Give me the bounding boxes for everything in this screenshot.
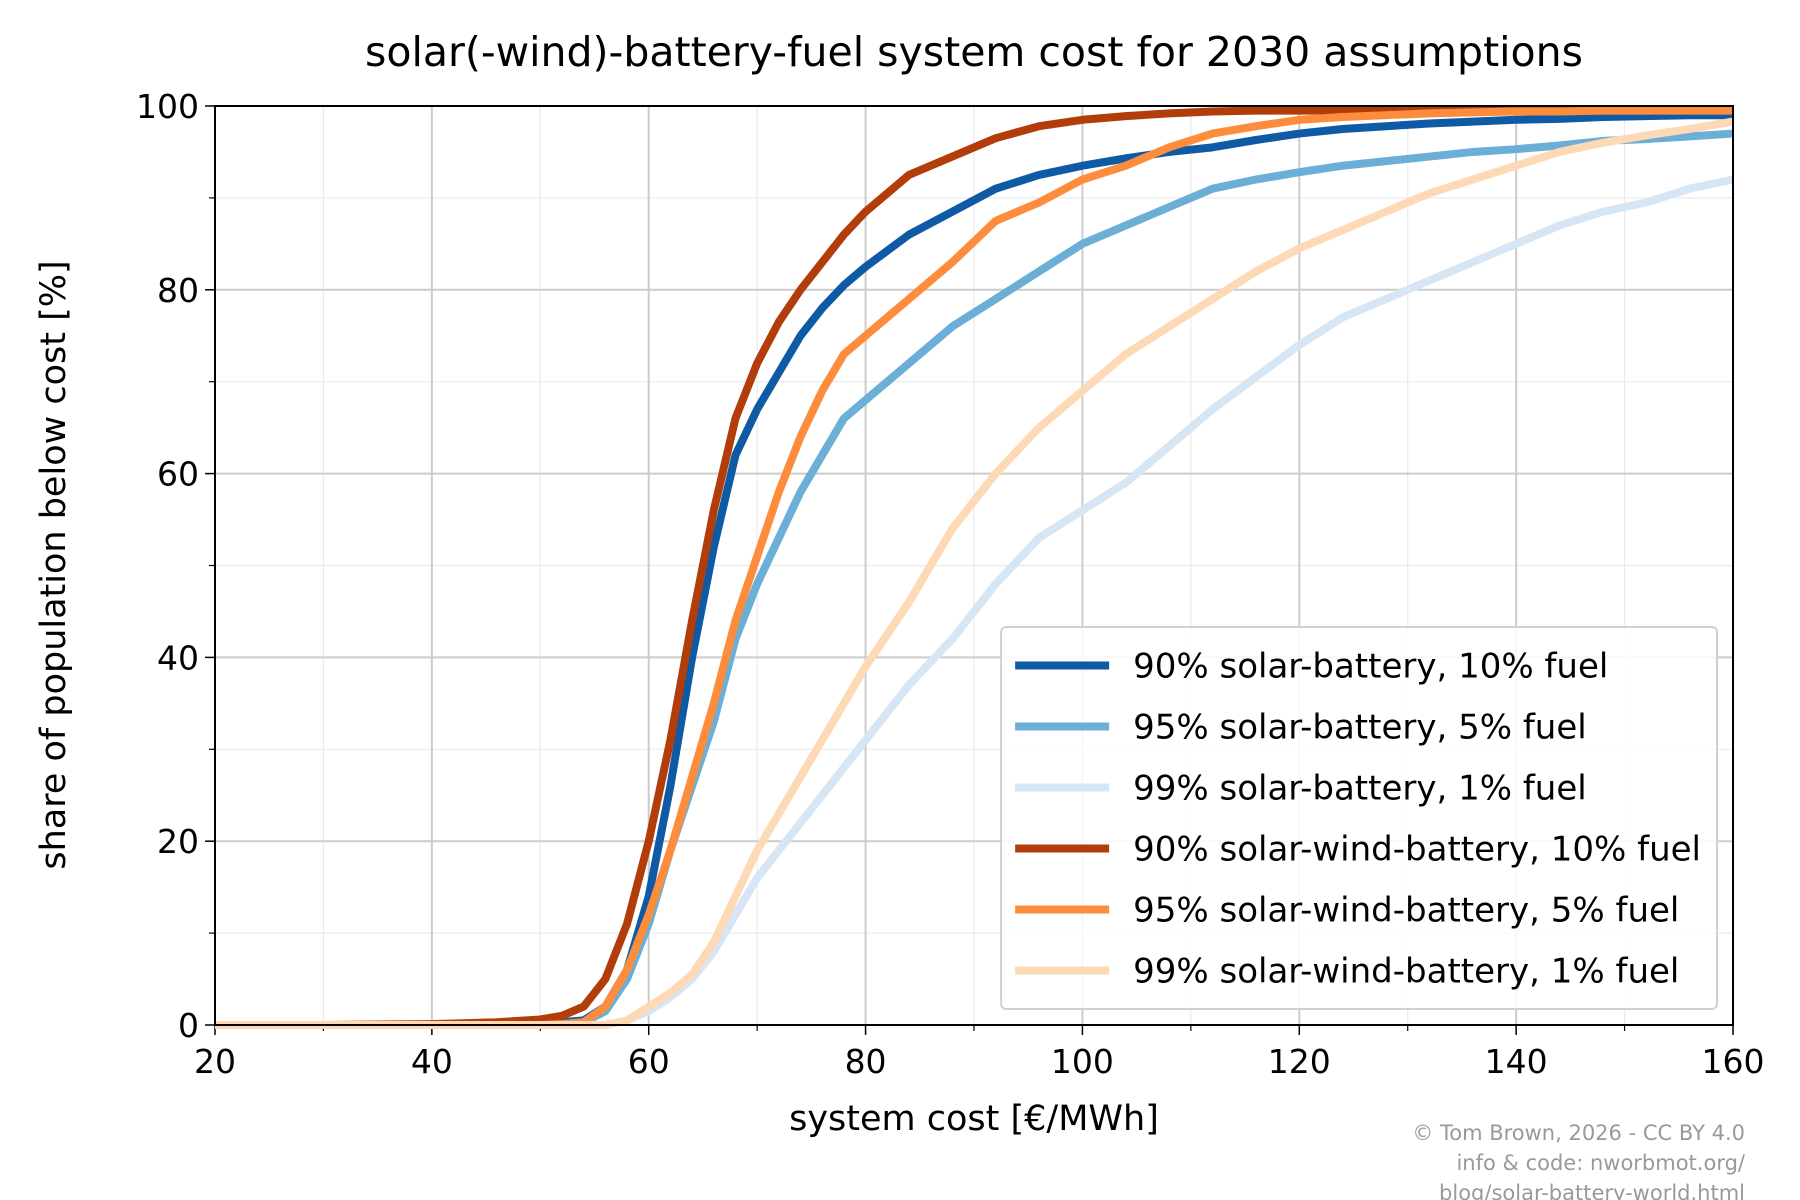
y-tick-label: 100 xyxy=(136,87,199,126)
data-line xyxy=(215,106,1733,1029)
x-tick-label: 160 xyxy=(1702,1042,1765,1081)
y-axis-label: share of population below cost [%] xyxy=(34,260,74,869)
credit-text: info & code: nworbmot.org/ xyxy=(1456,1151,1745,1175)
legend-label: 99% solar-battery, 1% fuel xyxy=(1133,769,1587,809)
x-tick-label: 80 xyxy=(845,1042,887,1081)
chart-title: solar(-wind)-battery-fuel system cost fo… xyxy=(365,28,1583,76)
legend-label: 90% solar-battery, 10% fuel xyxy=(1133,647,1608,687)
legend-label: 95% solar-battery, 5% fuel xyxy=(1133,708,1587,748)
x-tick-label: 120 xyxy=(1268,1042,1331,1081)
y-tick-label: 0 xyxy=(178,1006,199,1045)
legend-label: 90% solar-wind-battery, 10% fuel xyxy=(1133,830,1701,870)
legend-box xyxy=(1000,626,1718,1010)
credit-text: © Tom Brown, 2026 - CC BY 4.0 xyxy=(1412,1121,1745,1145)
legend-label: 99% solar-wind-battery, 1% fuel xyxy=(1133,952,1679,992)
x-tick-label: 40 xyxy=(411,1042,453,1081)
x-axis-label: system cost [€/MWh] xyxy=(789,1099,1159,1139)
credit-text: blog/solar-battery-world.html xyxy=(1439,1181,1745,1200)
y-tick-label: 20 xyxy=(157,822,199,861)
y-tick-label: 60 xyxy=(157,455,199,494)
x-tick-label: 140 xyxy=(1485,1042,1548,1081)
y-tick-label: 80 xyxy=(157,271,199,310)
plot-frame xyxy=(214,105,1734,1026)
x-tick-label: 100 xyxy=(1051,1042,1114,1081)
x-tick-label: 60 xyxy=(628,1042,670,1081)
y-tick-label: 40 xyxy=(157,638,199,677)
legend: 90% solar-battery, 10% fuel 95% solar-bat… xyxy=(1000,626,1718,1010)
legend-label: 95% solar-wind-battery, 5% fuel xyxy=(1133,891,1679,931)
x-tick-label: 20 xyxy=(194,1042,236,1081)
